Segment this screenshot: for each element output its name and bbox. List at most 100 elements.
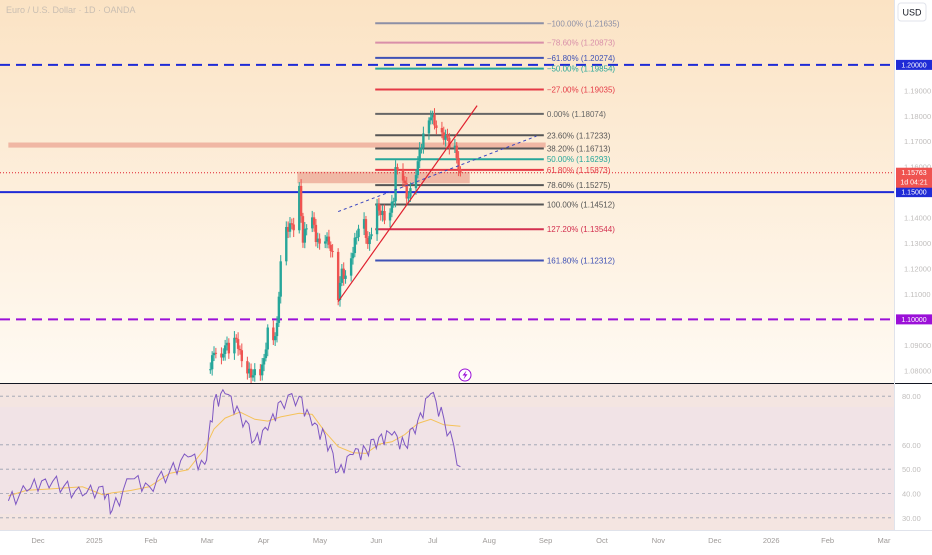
candle-body (220, 353, 223, 358)
candle-body (264, 349, 268, 359)
fib-level-label: 0.00% (1.18074) (547, 110, 606, 119)
price-badge (896, 59, 932, 70)
fib-level-label: −61.80% (1.20274) (547, 54, 616, 63)
candle-body (251, 375, 255, 378)
candle-body (344, 275, 347, 279)
candle-body (272, 327, 275, 341)
candle-body (409, 188, 412, 197)
time-axis[interactable]: Dec 2025 Feb Mar Apr May Jun Jul Aug Sep Oct Nov Dec… (31, 536, 891, 545)
candle-body (396, 167, 399, 170)
candle-body (433, 114, 436, 126)
trendlines-layer[interactable] (337, 105, 537, 302)
fib-level-label: 38.20% (1.16713) (547, 145, 611, 154)
fib-level-label: 23.60% (1.17233) (547, 131, 611, 140)
fib-trend-dashed-line[interactable] (337, 135, 537, 213)
candle-body (298, 185, 301, 231)
candle-body (362, 219, 366, 229)
symbol-title[interactable]: Euro / U.S. Dollar · 1D · OANDA (6, 5, 136, 15)
candle-body (453, 145, 457, 148)
time-axis-label: Oct (596, 536, 609, 545)
time-axis-label: Dec (31, 536, 45, 545)
candle-body (209, 369, 212, 371)
rsi-tick-label: 60.00 (902, 441, 921, 450)
candles-layer (209, 108, 462, 383)
candle-body (427, 120, 431, 134)
currency-button-label: USD (902, 8, 922, 18)
price-axis-labels: 1.20000 1.15000 1.10000 1.15763 1d 04:21 (896, 59, 932, 325)
candle-body (314, 224, 318, 243)
candle-body (214, 352, 218, 354)
candle-body (325, 236, 329, 242)
price-axis[interactable]: 1.20000 1.19000 1.18000 1.17000 1.16000 1.150… (904, 61, 931, 375)
candle-body (253, 369, 256, 376)
time-axis-label: Mar (878, 536, 891, 545)
candle-body (379, 210, 382, 216)
candle-body (235, 337, 238, 340)
candle-body (223, 345, 227, 355)
candle-body (431, 114, 434, 118)
price-tick-label: 1.11000 (904, 290, 931, 299)
candle-body (299, 185, 303, 217)
trendline[interactable] (337, 105, 478, 302)
candle-body (383, 210, 386, 221)
candle-body (249, 368, 253, 378)
candle-body (260, 364, 264, 376)
candle-body (457, 157, 460, 170)
time-axis-label: Aug (483, 536, 496, 545)
candle-body (222, 354, 225, 358)
fib-level-label: 161.80% (1.12312) (547, 257, 615, 266)
candle-body (262, 358, 266, 365)
candle-body (342, 268, 345, 279)
price-tick-label: 1.12000 (904, 264, 931, 273)
supply-zone[interactable] (297, 171, 470, 184)
rsi-axis: 80.00 60.00 50.00 40.00 30.00 (902, 392, 921, 523)
rsi-band-background (0, 407, 894, 514)
rsi-layer (0, 388, 894, 519)
fib-level-label: −78.60% (1.20873) (547, 39, 616, 48)
price-badge-label: 1.10000 (901, 317, 926, 324)
rsi-pane-background (0, 384, 894, 530)
candle-body (288, 223, 292, 232)
candle-body (238, 348, 242, 351)
candle-body (286, 226, 290, 232)
currency-button[interactable]: USD (897, 2, 927, 22)
candle-body (414, 175, 418, 189)
fib-level-label: 127.20% (1.13544) (547, 225, 615, 234)
fib-level-label: 61.80% (1.15873) (547, 166, 611, 175)
candle-body (303, 228, 307, 243)
candle-body (405, 183, 408, 199)
price-badge (896, 167, 932, 188)
candle-body (210, 355, 214, 370)
fib-level-label: 100.00% (1.14512) (547, 201, 615, 210)
candle-body (338, 282, 342, 301)
price-badge-label: 1.15000 (901, 190, 926, 197)
rsi-signal-line (8, 411, 461, 497)
candle-body (233, 337, 236, 354)
candle-body (301, 216, 305, 243)
rsi-tick-label: 40.00 (902, 490, 921, 499)
rsi-tick-label: 80.00 (902, 392, 921, 401)
candle-body (368, 236, 371, 245)
candle-body (266, 327, 269, 350)
time-axis-label: 2025 (86, 536, 103, 545)
candle-body (416, 161, 420, 176)
time-axis-label: Dec (708, 536, 722, 545)
price-tick-label: 1.17000 (904, 137, 931, 146)
lightning-icon[interactable] (458, 368, 472, 382)
fib-retracement[interactable]: −100.00% (1.21635) −78.60% (1.20873) −61.8… (375, 19, 620, 266)
candle-body (240, 350, 244, 362)
fib-level-label: 78.60% (1.15275) (547, 181, 611, 190)
time-axis-label: May (313, 536, 327, 545)
zones-layer (8, 142, 546, 184)
price-tick-label: 1.19000 (904, 86, 931, 95)
candle-body (388, 212, 392, 221)
candle-body (236, 339, 240, 349)
supply-zone[interactable] (8, 142, 546, 148)
candle-body (364, 219, 368, 238)
price-tick-label: 1.16000 (904, 163, 931, 172)
candle-body (331, 250, 334, 252)
candle-body (455, 145, 458, 158)
time-axis-label: Sep (539, 536, 552, 545)
